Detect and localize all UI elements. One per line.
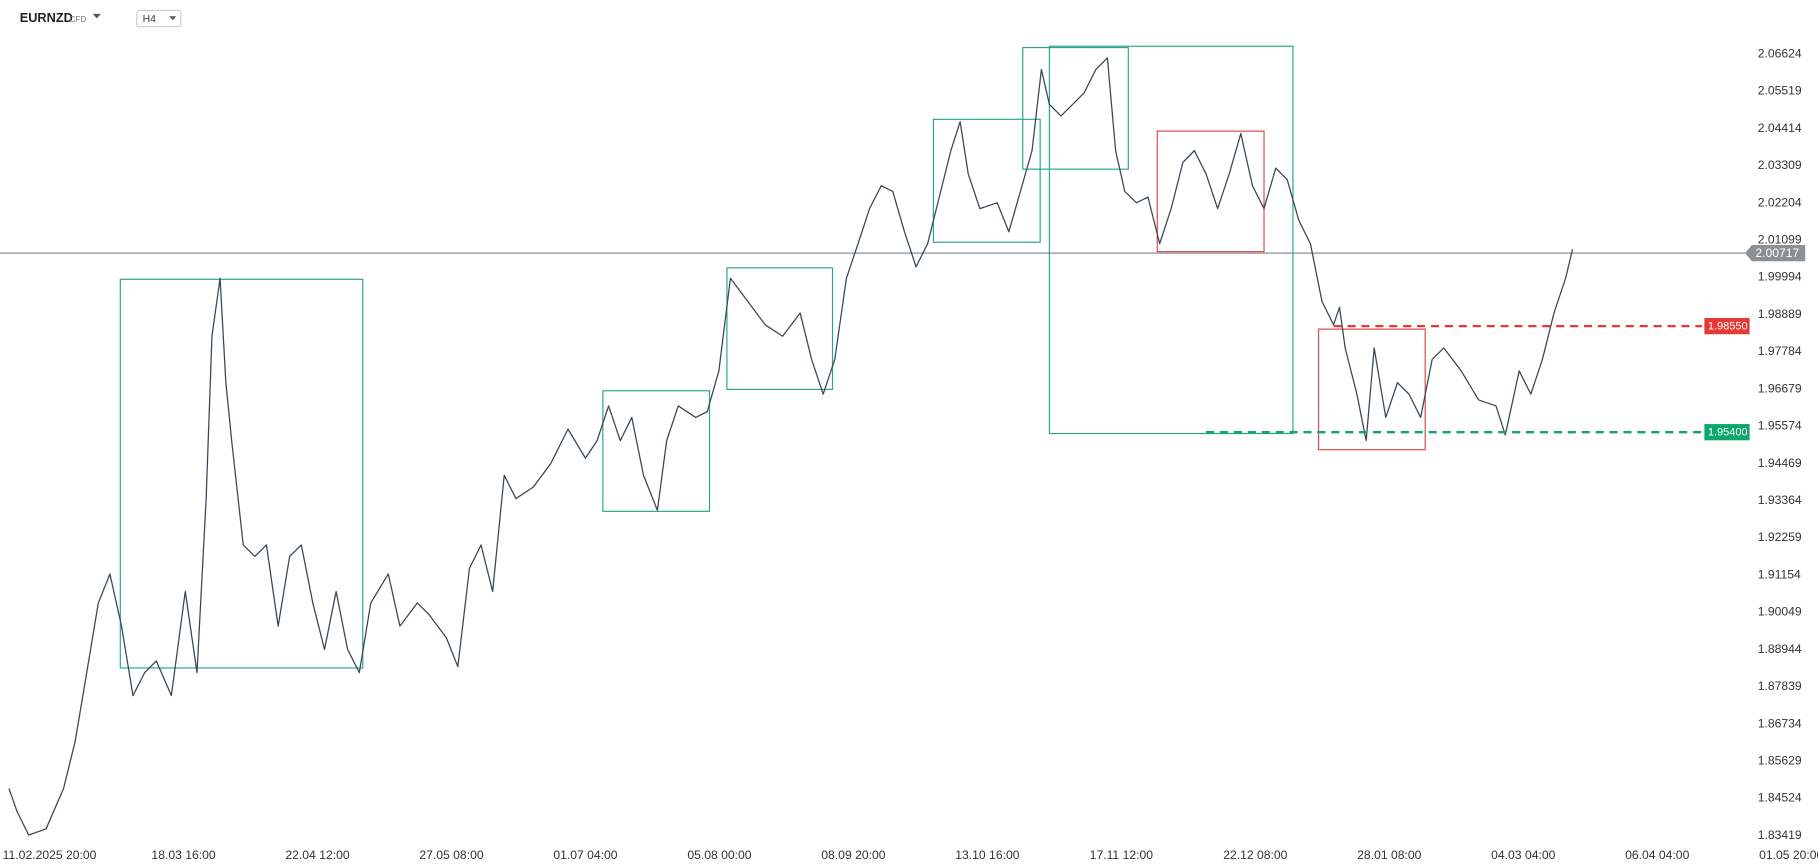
y-tick-label: 1.85629 — [1758, 753, 1802, 767]
y-tick-label: 2.01099 — [1758, 232, 1802, 246]
x-tick-label: 17.11 12:00 — [1090, 848, 1154, 862]
y-tick-label: 1.97784 — [1758, 344, 1802, 358]
y-tick-label: 1.91154 — [1758, 567, 1801, 581]
zone-box — [932, 118, 1041, 243]
x-tick-label: 13.10 16:00 — [955, 848, 1019, 862]
x-tick-label: 01.05 20:00 — [1759, 848, 1818, 862]
x-tick-label: 11.02.2025 20:00 — [3, 848, 97, 862]
symbol[interactable]: EURNZD — [20, 10, 73, 25]
current-price-label: 2.00717 — [1755, 246, 1799, 260]
x-tick-label: 18.03 16:00 — [151, 848, 215, 862]
x-tick-label: 22.04 12:00 — [285, 848, 349, 862]
y-tick-label: 2.05519 — [1758, 84, 1802, 98]
y-tick-label: 2.06624 — [1758, 46, 1802, 60]
x-tick-label: 01.07 04:00 — [553, 848, 617, 862]
zone-box — [1156, 130, 1265, 253]
y-tick-label: 1.99994 — [1758, 270, 1802, 284]
zone-box — [1317, 328, 1426, 451]
y-tick-label: 1.86734 — [1758, 716, 1802, 730]
x-tick-label: 27.05 08:00 — [419, 848, 483, 862]
x-tick-label: 22.12 08:00 — [1223, 848, 1287, 862]
y-tick-label: 1.98889 — [1758, 307, 1802, 321]
y-tick-label: 1.87839 — [1758, 679, 1802, 693]
y-tick-label: 1.92259 — [1758, 530, 1802, 544]
level-tag — [1704, 317, 1750, 335]
symbol-dropdown[interactable] — [92, 13, 101, 19]
y-tick-label: 2.04414 — [1758, 121, 1802, 135]
zone-box — [602, 390, 711, 512]
level-label: 1.98550 — [1708, 321, 1748, 333]
level-label: 1.95400 — [1708, 427, 1748, 439]
y-tick-label: 1.90049 — [1758, 605, 1802, 619]
zone-box — [1022, 47, 1129, 170]
y-tick-label: 2.03309 — [1758, 158, 1802, 172]
y-tick-label: 2.02204 — [1758, 195, 1802, 209]
interval-box[interactable] — [136, 9, 182, 28]
y-tick-label: 1.94469 — [1758, 456, 1802, 470]
interval-dropdown — [169, 16, 177, 21]
zone-box — [726, 267, 834, 391]
symbol-kind: CFD — [70, 15, 87, 24]
x-tick-label: 04.03 04:00 — [1491, 848, 1555, 862]
price-line — [8, 57, 1574, 836]
zone-box — [1048, 45, 1294, 435]
current-price-tag — [1744, 245, 1806, 262]
y-tick-label: 1.95574 — [1758, 419, 1802, 433]
y-tick-label: 1.96679 — [1758, 381, 1802, 395]
y-tick-label: 1.83419 — [1758, 828, 1802, 842]
y-tick-label: 1.84524 — [1758, 791, 1802, 805]
interval: H4 — [143, 14, 157, 25]
y-tick-label: 1.93364 — [1758, 493, 1802, 507]
x-tick-label: 28.01 08:00 — [1357, 848, 1421, 862]
x-tick-label: 05.08 00:00 — [687, 848, 751, 862]
x-tick-label: 06.04 04:00 — [1625, 848, 1689, 862]
zone-box — [119, 278, 364, 669]
level-tag — [1704, 424, 1750, 441]
y-tick-label: 1.88944 — [1758, 642, 1802, 656]
x-tick-label: 08.09 20:00 — [821, 848, 885, 862]
